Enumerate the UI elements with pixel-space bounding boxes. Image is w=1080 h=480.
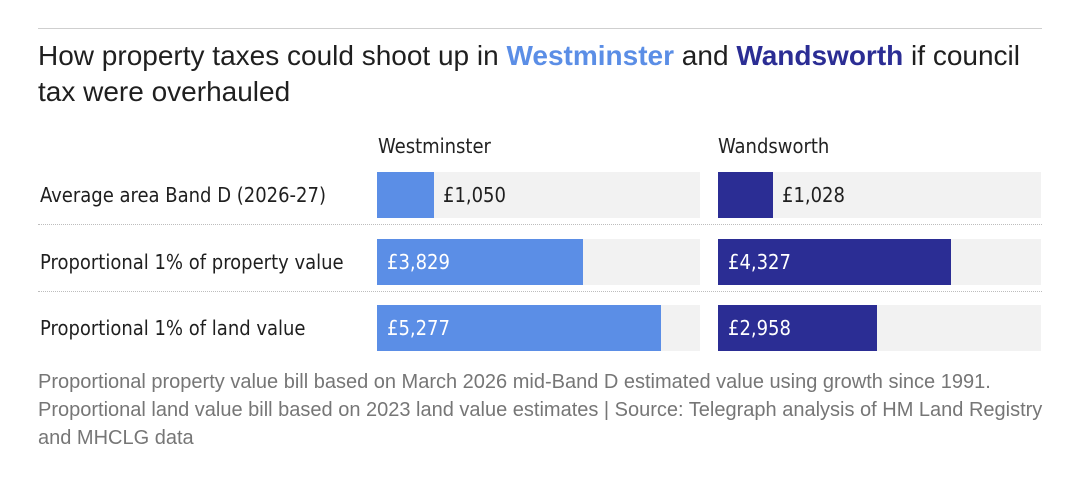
footnote: Proportional property value bill based o…	[38, 371, 1043, 449]
bar-track: £1,050	[377, 172, 700, 218]
bar-westminster	[377, 305, 661, 351]
row-divider	[38, 291, 1042, 292]
bar-wandsworth	[718, 305, 877, 351]
data-label: £1,050	[443, 183, 506, 207]
bar-westminster	[377, 172, 434, 218]
data-label: £4,327	[728, 250, 791, 274]
row-divider	[38, 224, 1042, 225]
column-header-westminster: Westminster	[378, 134, 491, 158]
title-highlight-westminster: Westminster	[506, 40, 675, 71]
data-label: £5,277	[387, 316, 450, 340]
title-text-middle: and	[674, 40, 737, 71]
bar-wandsworth	[718, 239, 951, 285]
bar-track: £2,958	[718, 305, 1041, 351]
column-header-wandsworth: Wandsworth	[718, 134, 830, 158]
data-label: £1,028	[782, 183, 845, 207]
row-label: Proportional 1% of land value	[40, 316, 306, 340]
bar-track: £1,028	[718, 172, 1041, 218]
data-label: £2,958	[728, 316, 791, 340]
row-label: Average area Band D (2026-27)	[40, 183, 326, 207]
title-text-before: How property taxes could shoot up in	[38, 40, 507, 71]
chart-title: How property taxes could shoot up in Wes…	[38, 38, 1048, 110]
title-text-after: if council tax were overhauled	[38, 40, 1020, 107]
row-label: Proportional 1% of property value	[40, 250, 344, 274]
bar-track: £4,327	[718, 239, 1041, 285]
bar-westminster	[377, 239, 583, 285]
top-rule	[38, 28, 1042, 29]
bar-track: £5,277	[377, 305, 700, 351]
data-label: £3,829	[387, 250, 450, 274]
bar-wandsworth	[718, 172, 773, 218]
title-highlight-wandsworth: Wandsworth	[736, 40, 904, 71]
bar-track: £3,829	[377, 239, 700, 285]
